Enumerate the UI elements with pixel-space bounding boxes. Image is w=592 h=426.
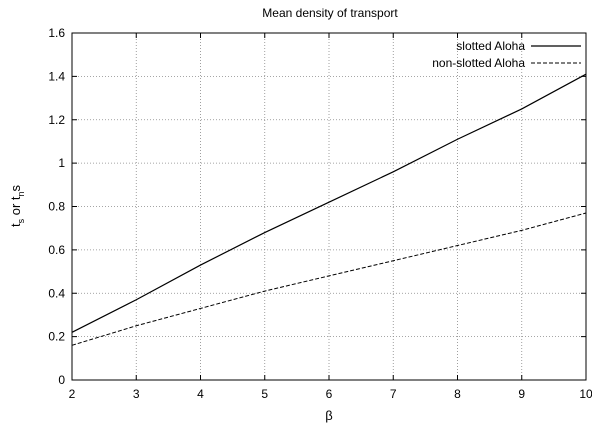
series-line-non-slotted-aloha [71,212,587,346]
x-tick-label: 2 [69,387,76,401]
x-tick-label: 5 [261,387,268,401]
legend-label-slotted: slotted Aloha [456,39,525,53]
x-tick-label: 10 [579,387,592,401]
y-tick-label: 0.4 [48,286,65,300]
y-axis-label: ts or tns [8,184,26,227]
y-tick-label: 0 [58,373,65,387]
x-tick-label: 8 [454,387,461,401]
series [71,73,587,346]
x-tick-label: 7 [390,387,397,401]
legend-label-non-slotted: non-slotted Aloha [432,56,525,70]
x-axis-label: β [325,408,332,423]
x-tick-label: 3 [133,387,140,401]
y-tick-label: 0.2 [48,330,65,344]
chart-title: Mean density of transport [262,6,398,20]
axis-ticks: 2 3 4 5 6 7 8 9 10 0 0.2 0.4 0.6 0.8 1 1.2 1.4 1.6 [48,26,592,401]
y-tick-label: 1.2 [48,113,65,127]
x-tick-label: 6 [326,387,333,401]
y-tick-label: 1.4 [48,69,65,83]
y-tick-label: 0.6 [48,243,65,257]
legend: slotted Aloha non-slotted Aloha [432,39,581,70]
y-tick-label: 0.8 [48,200,65,214]
y-tick-label: 1.6 [48,26,65,40]
grid [72,33,586,380]
x-tick-label: 9 [518,387,525,401]
series-line-slotted-aloha [71,73,587,333]
y-tick-label: 1 [58,156,65,170]
x-tick-label: 4 [197,387,204,401]
